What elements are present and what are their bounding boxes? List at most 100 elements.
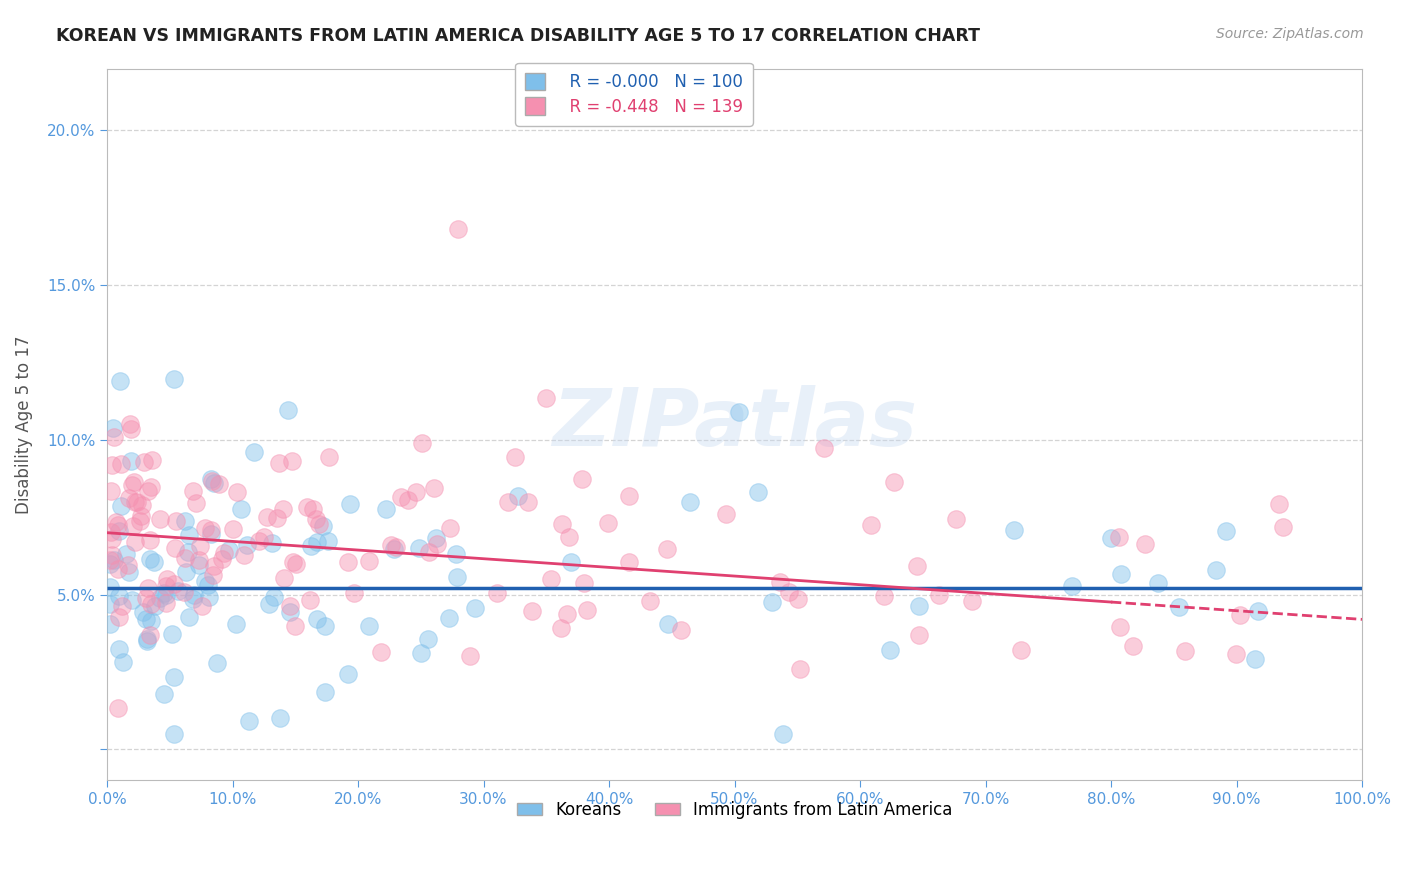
Point bbox=[155, 588, 177, 602]
Point bbox=[101, 548, 124, 562]
Point bbox=[1111, 567, 1133, 582]
Point bbox=[108, 641, 131, 656]
Point bbox=[273, 571, 295, 585]
Point bbox=[141, 597, 163, 611]
Point bbox=[103, 421, 125, 435]
Point bbox=[308, 516, 330, 531]
Point bbox=[486, 586, 509, 600]
Point bbox=[426, 537, 449, 551]
Point bbox=[405, 484, 427, 499]
Point bbox=[1060, 579, 1083, 593]
Point bbox=[98, 616, 121, 631]
Point bbox=[98, 580, 121, 594]
Point bbox=[498, 495, 520, 509]
Point bbox=[503, 450, 526, 464]
Point bbox=[131, 498, 153, 512]
Point bbox=[458, 648, 481, 663]
Point bbox=[111, 599, 134, 614]
Point bbox=[336, 555, 359, 569]
Point bbox=[188, 553, 211, 567]
Point bbox=[229, 502, 252, 516]
Point bbox=[269, 711, 291, 725]
Point bbox=[928, 588, 950, 602]
Point bbox=[110, 499, 132, 513]
Point bbox=[247, 534, 270, 549]
Point bbox=[425, 531, 447, 545]
Point bbox=[156, 572, 179, 586]
Point bbox=[205, 656, 228, 670]
Point bbox=[769, 575, 792, 590]
Point bbox=[619, 489, 641, 503]
Point bbox=[256, 510, 278, 524]
Point bbox=[98, 553, 121, 567]
Point bbox=[277, 403, 299, 417]
Point bbox=[200, 472, 222, 486]
Point bbox=[439, 521, 461, 535]
Point bbox=[1108, 530, 1130, 544]
Point bbox=[202, 476, 225, 491]
Point bbox=[727, 405, 749, 419]
Point bbox=[508, 490, 530, 504]
Point bbox=[103, 553, 125, 567]
Point bbox=[200, 523, 222, 537]
Point bbox=[194, 520, 217, 534]
Point bbox=[464, 600, 486, 615]
Point bbox=[1146, 575, 1168, 590]
Point bbox=[571, 472, 593, 486]
Point bbox=[201, 474, 224, 488]
Point bbox=[138, 628, 160, 642]
Point bbox=[1272, 520, 1295, 534]
Point bbox=[263, 591, 285, 605]
Point bbox=[128, 514, 150, 528]
Point bbox=[285, 557, 308, 571]
Point bbox=[1215, 524, 1237, 538]
Point bbox=[162, 727, 184, 741]
Point bbox=[1247, 604, 1270, 618]
Point bbox=[284, 619, 307, 633]
Point bbox=[960, 594, 983, 608]
Point bbox=[162, 372, 184, 386]
Point bbox=[198, 590, 221, 604]
Point bbox=[135, 632, 157, 646]
Point bbox=[778, 585, 800, 599]
Point bbox=[107, 701, 129, 715]
Point bbox=[314, 685, 336, 699]
Point bbox=[139, 614, 162, 628]
Point bbox=[101, 532, 124, 546]
Point bbox=[110, 457, 132, 471]
Point bbox=[560, 555, 582, 569]
Point bbox=[357, 619, 380, 633]
Text: KOREAN VS IMMIGRANTS FROM LATIN AMERICA DISABILITY AGE 5 TO 17 CORRELATION CHART: KOREAN VS IMMIGRANTS FROM LATIN AMERICA … bbox=[56, 27, 980, 45]
Point bbox=[188, 539, 211, 553]
Point bbox=[118, 417, 141, 432]
Point bbox=[111, 655, 134, 669]
Point bbox=[121, 477, 143, 491]
Point bbox=[141, 453, 163, 467]
Point bbox=[761, 595, 783, 609]
Point bbox=[1010, 643, 1032, 657]
Point bbox=[772, 727, 794, 741]
Point bbox=[380, 538, 402, 552]
Point bbox=[177, 545, 200, 559]
Point bbox=[212, 545, 235, 559]
Point bbox=[789, 662, 811, 676]
Point bbox=[200, 526, 222, 541]
Point bbox=[267, 456, 290, 470]
Point bbox=[108, 524, 131, 538]
Point bbox=[135, 591, 157, 605]
Text: ZIPatlas: ZIPatlas bbox=[553, 385, 917, 464]
Point bbox=[100, 597, 122, 611]
Point bbox=[859, 517, 882, 532]
Point bbox=[173, 514, 195, 528]
Point bbox=[253, 530, 276, 544]
Point bbox=[163, 577, 186, 591]
Point bbox=[422, 481, 444, 495]
Point bbox=[118, 565, 141, 579]
Point bbox=[905, 559, 928, 574]
Point bbox=[447, 222, 470, 236]
Point bbox=[337, 667, 360, 681]
Point bbox=[299, 593, 322, 607]
Point bbox=[179, 610, 201, 624]
Point bbox=[142, 555, 165, 569]
Point bbox=[283, 555, 305, 569]
